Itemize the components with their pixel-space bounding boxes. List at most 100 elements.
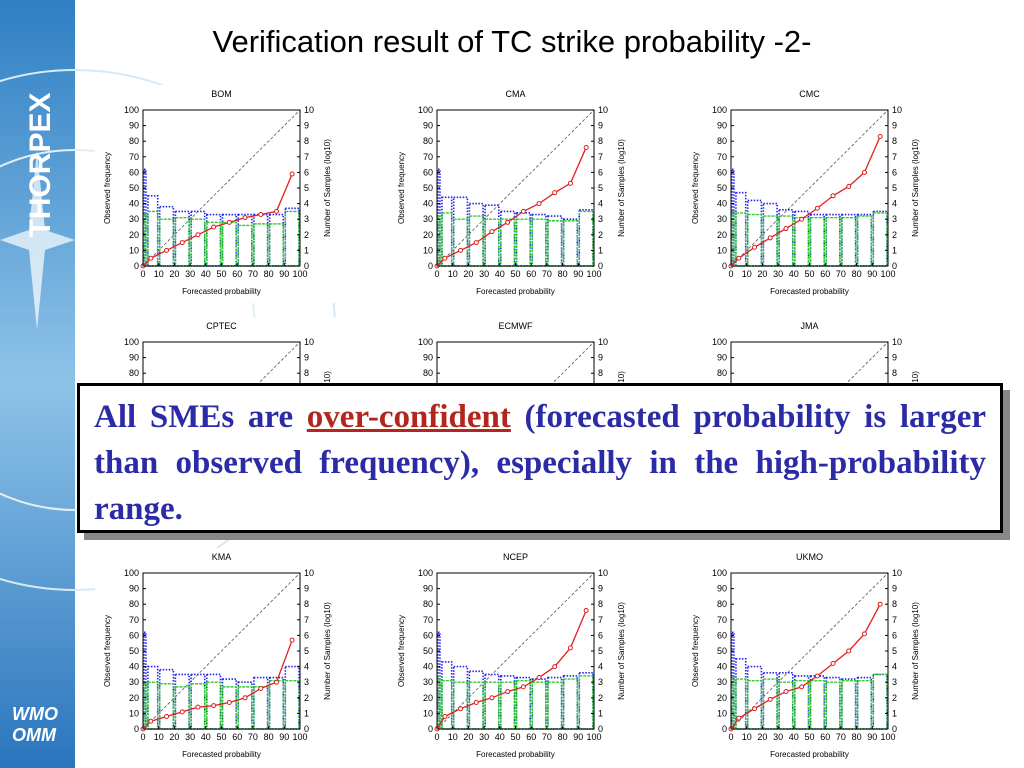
- point: [752, 244, 758, 250]
- y-tick-label: 50: [717, 646, 727, 656]
- y-tick-label: 70: [717, 152, 727, 162]
- point: [736, 255, 742, 261]
- compass-star: [0, 150, 75, 330]
- callout: All SMEs are over-confident (forecasted …: [77, 383, 1003, 533]
- y-tick-label: 0: [134, 261, 139, 271]
- y2-tick-label: 9: [598, 353, 603, 363]
- callout-highlight: over-confident: [306, 399, 511, 435]
- y2-tick-label: 5: [892, 183, 897, 193]
- sample-bar: [441, 212, 453, 267]
- point: [799, 216, 805, 222]
- point: [583, 144, 589, 150]
- y2-tick-label: 5: [304, 183, 309, 193]
- point: [861, 169, 867, 175]
- y-tick-label: 100: [712, 337, 727, 347]
- y2-tick-label: 4: [598, 662, 603, 672]
- chart-title: KMA: [212, 552, 232, 562]
- y-tick-label: 10: [129, 708, 139, 718]
- y-axis-label: Observed frequency: [103, 152, 112, 224]
- x-tick-label: 50: [510, 732, 520, 742]
- org: WMO: [12, 704, 58, 724]
- y-tick-label: 60: [129, 630, 139, 640]
- y-tick-label: 30: [423, 214, 433, 224]
- x-tick-label: 40: [495, 732, 505, 742]
- y-tick-label: 20: [423, 230, 433, 240]
- x-axis-label: Forecasted probability: [182, 750, 261, 759]
- point: [258, 685, 264, 691]
- y-tick-label: 80: [717, 599, 727, 609]
- y2-tick-label: 0: [598, 724, 603, 734]
- point: [458, 247, 464, 253]
- point: [767, 235, 773, 241]
- y-tick-label: 30: [423, 677, 433, 687]
- x-tick-label: 0: [728, 269, 733, 279]
- y-tick-label: 60: [423, 167, 433, 177]
- y2-tick-label: 7: [304, 615, 309, 625]
- y-axis-label: Observed frequency: [397, 615, 406, 687]
- x-tick-label: 20: [757, 269, 767, 279]
- point: [877, 134, 883, 140]
- y2-tick-label: 2: [598, 693, 603, 703]
- sample-bar: [453, 218, 469, 267]
- y2-tick-label: 8: [892, 368, 897, 378]
- x-tick-label: 60: [526, 269, 536, 279]
- y2-tick-label: 3: [892, 214, 897, 224]
- point: [195, 704, 201, 710]
- x-tick-label: 30: [479, 732, 489, 742]
- y-tick-label: 90: [717, 121, 727, 131]
- y-tick-label: 80: [129, 599, 139, 609]
- y2-tick-label: 10: [598, 568, 608, 578]
- y-tick-label: 70: [423, 615, 433, 625]
- x-tick-label: 40: [201, 269, 211, 279]
- x-tick-label: 20: [169, 732, 179, 742]
- x-axis-label: Forecasted probability: [476, 287, 555, 296]
- y2-tick-label: 3: [304, 677, 309, 687]
- y-tick-label: 100: [418, 337, 433, 347]
- sample-bar: [484, 218, 500, 267]
- y2-tick-label: 8: [598, 368, 603, 378]
- sample-bar: [578, 210, 594, 267]
- y2-tick-label: 2: [304, 230, 309, 240]
- y2-tick-label: 6: [892, 167, 897, 177]
- point: [814, 205, 820, 211]
- point: [783, 226, 789, 232]
- y2-tick-label: 3: [304, 214, 309, 224]
- y2-tick-label: 10: [892, 337, 902, 347]
- y-tick-label: 100: [124, 337, 139, 347]
- y2-tick-label: 0: [304, 261, 309, 271]
- y-tick-label: 50: [717, 183, 727, 193]
- sample-bar: [531, 681, 547, 730]
- x-tick-label: 50: [804, 732, 814, 742]
- point: [736, 715, 742, 721]
- y2-axis-label: Number of Samples (log10): [323, 139, 332, 237]
- y-tick-label: 80: [423, 368, 433, 378]
- y-tick-label: 30: [129, 214, 139, 224]
- org: OMM: [12, 725, 57, 745]
- x-tick-label: 80: [852, 732, 862, 742]
- x-tick-label: 100: [586, 732, 601, 742]
- y-axis-label: Observed frequency: [691, 615, 700, 687]
- x-tick-label: 70: [836, 732, 846, 742]
- sample-bar: [531, 218, 547, 267]
- y2-tick-label: 0: [892, 724, 897, 734]
- y2-tick-label: 1: [892, 708, 897, 718]
- x-tick-label: 70: [248, 732, 258, 742]
- y2-tick-label: 1: [598, 245, 603, 255]
- point: [226, 699, 232, 705]
- point: [258, 212, 264, 218]
- y-tick-label: 30: [717, 214, 727, 224]
- x-tick-label: 10: [742, 269, 752, 279]
- y2-tick-label: 0: [598, 261, 603, 271]
- x-tick-label: 90: [573, 732, 583, 742]
- y2-tick-label: 10: [598, 105, 608, 115]
- brand: THORPEX: [24, 92, 57, 237]
- y-tick-label: 60: [717, 167, 727, 177]
- y-tick-label: 30: [717, 677, 727, 687]
- y-tick-label: 20: [129, 230, 139, 240]
- point: [179, 240, 185, 246]
- point: [473, 699, 479, 705]
- point: [211, 703, 217, 709]
- y2-tick-label: 4: [304, 662, 309, 672]
- sample-bar: [793, 675, 810, 730]
